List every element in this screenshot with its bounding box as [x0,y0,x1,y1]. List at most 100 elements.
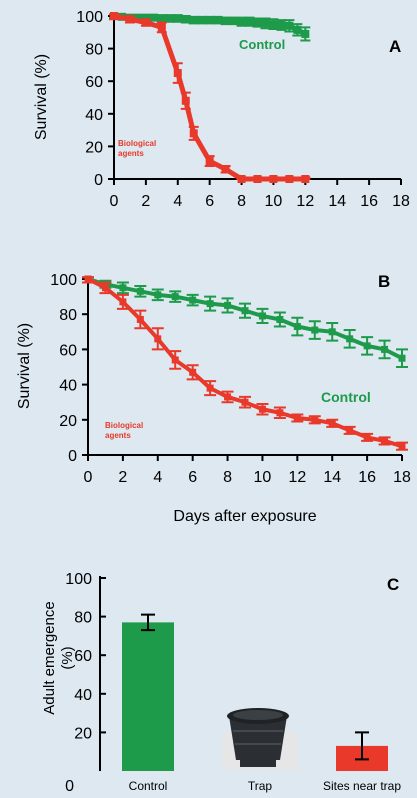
panel-a-x-tick-label: 0 [110,193,119,210]
panel-a-agents-point [221,165,230,174]
panel-a-control-label: Control [239,37,285,52]
panel-b-control-point [154,291,162,299]
panel-a-agents-point [181,96,190,105]
panel-c-category-label: Sites near trap [323,779,401,793]
panel-b-agents-point [119,298,127,306]
panel-b-agents-point [311,416,319,424]
panel-c-y-tick-label: 0 [65,778,74,793]
panel-b-control-point [258,312,266,320]
panel-a-control-point [213,16,222,25]
panel-a-agents-point [237,175,246,183]
panel-b-x-tick-label: 4 [153,469,162,486]
panel-b-agents-point [171,356,179,364]
panel-a-x-tick-label: 4 [173,193,182,210]
panel-a-control-point [285,21,294,30]
panel-a-x-tick-label: 12 [296,193,314,210]
panel-b-agents-point [398,442,406,450]
panel-b-control-point [398,354,406,362]
panel-a-agents-point [205,157,214,166]
panel-a-control-point [261,19,270,28]
panel-a-y-tick-label: 0 [94,172,103,189]
panel-a-control-point [189,16,198,25]
panel-a-agents-point [301,175,310,183]
panel-a-agents-point [141,18,150,27]
panel-c: C Adult emergence (%) 0 20 40 60 80 100 Contro… [41,571,401,795]
panel-a-agents-label-line1: Biological [118,139,156,148]
panel-c-y-tick-label: 40 [74,687,92,704]
panel-c-error-bar [355,731,369,761]
panel-b-agents-point [258,405,266,413]
panel-b-control-point [328,328,336,336]
panel-a-x-tick-label: 14 [328,193,346,210]
panel-a-y-tick-label: 20 [85,139,103,156]
panel-a-control-point [301,29,310,38]
panel-a-agents-point [157,23,166,32]
panel-b-y-tick-label: 80 [59,307,77,324]
panel-b-control-point [119,284,127,292]
panel-b-agents-label-line2: agents [105,431,131,440]
panel-b-agents-point [101,284,109,292]
panel-a-agents-label-line2: agents [118,149,144,158]
panel-a-control-point [293,25,302,34]
panel-c-label: C [387,575,399,594]
panel-b-control-point [311,326,319,334]
panel-b-control-point [241,307,249,315]
panel-b-y-tick-label: 100 [50,272,77,289]
panel-b-agents-point [206,384,214,392]
panel-b-x-tick-label: 14 [323,469,341,486]
panel-a-control-point [269,20,278,29]
panel-b-label: B [378,272,390,291]
panel-b-agents-point [346,426,354,434]
panel-c-category-label: Trap [248,779,273,793]
panel-b-agents-point [381,437,389,445]
panel-b-y-tick-label: 40 [59,378,77,395]
panel-b-control-point [189,296,197,304]
panel-b-control-point [136,287,144,295]
panel-b-x-tick-label: 8 [223,469,232,486]
panel-a-x-tick-label: 8 [237,193,246,210]
trap-pot-opening [233,710,283,720]
panel-a-control-point [157,14,166,23]
panel-a-control-point [253,18,262,27]
panel-a-control-point [141,13,150,22]
panel-a-control-point [237,17,246,26]
panel-b-agents-point [293,414,301,422]
panel-c-category-label: Control [129,779,168,793]
panel-b-x-tick-label: 2 [118,469,127,486]
panel-c-y-tick-label: 100 [65,571,92,588]
panel-a-agents-point [110,12,118,20]
panel-c-error-bar [141,613,155,632]
panel-b-agents-point [241,398,249,406]
panel-b-control-point [381,345,389,353]
panel-a-agents-point [253,175,262,183]
panel-c-y-tick-label: 20 [74,725,92,742]
panel-b-x-tick-label: 18 [393,469,411,486]
panel-b-control-point [363,342,371,350]
panel-b-x-tick-label: 6 [188,469,197,486]
panel-b-agents-point [189,368,197,376]
panel-a-control-point [165,14,174,23]
panel-a-x-tick-label: 6 [205,193,214,210]
panel-b-y-axis-label: Survival (%) [16,323,33,409]
panel-a-control-point [181,15,190,24]
panel-c-bar [122,622,174,771]
panel-c-y-axis-label-line2: (%) [59,646,76,669]
panel-b-agents-point [136,315,144,323]
panel-a-agents-point [173,69,182,78]
panel-a-agents-point [125,15,134,24]
panel-a-control-point [133,13,142,22]
panel-b: B Survival (%) Days after exposure Contr… [16,272,411,525]
panel-a-y-tick-label: 40 [85,107,103,124]
panel-b-control-label: Control [321,389,371,405]
panel-a-control-point [173,14,182,23]
panel-a-control-point [205,16,214,25]
panel-b-control-point [224,301,232,309]
panel-a-agents-point [269,175,278,183]
panel-a-label: A [389,37,401,56]
trap-pot-body [229,716,287,760]
trap-pot-icon [222,708,298,770]
panel-c-y-axis-label-line1: Adult emergence [41,601,58,714]
panel-a-control-point [149,13,158,22]
